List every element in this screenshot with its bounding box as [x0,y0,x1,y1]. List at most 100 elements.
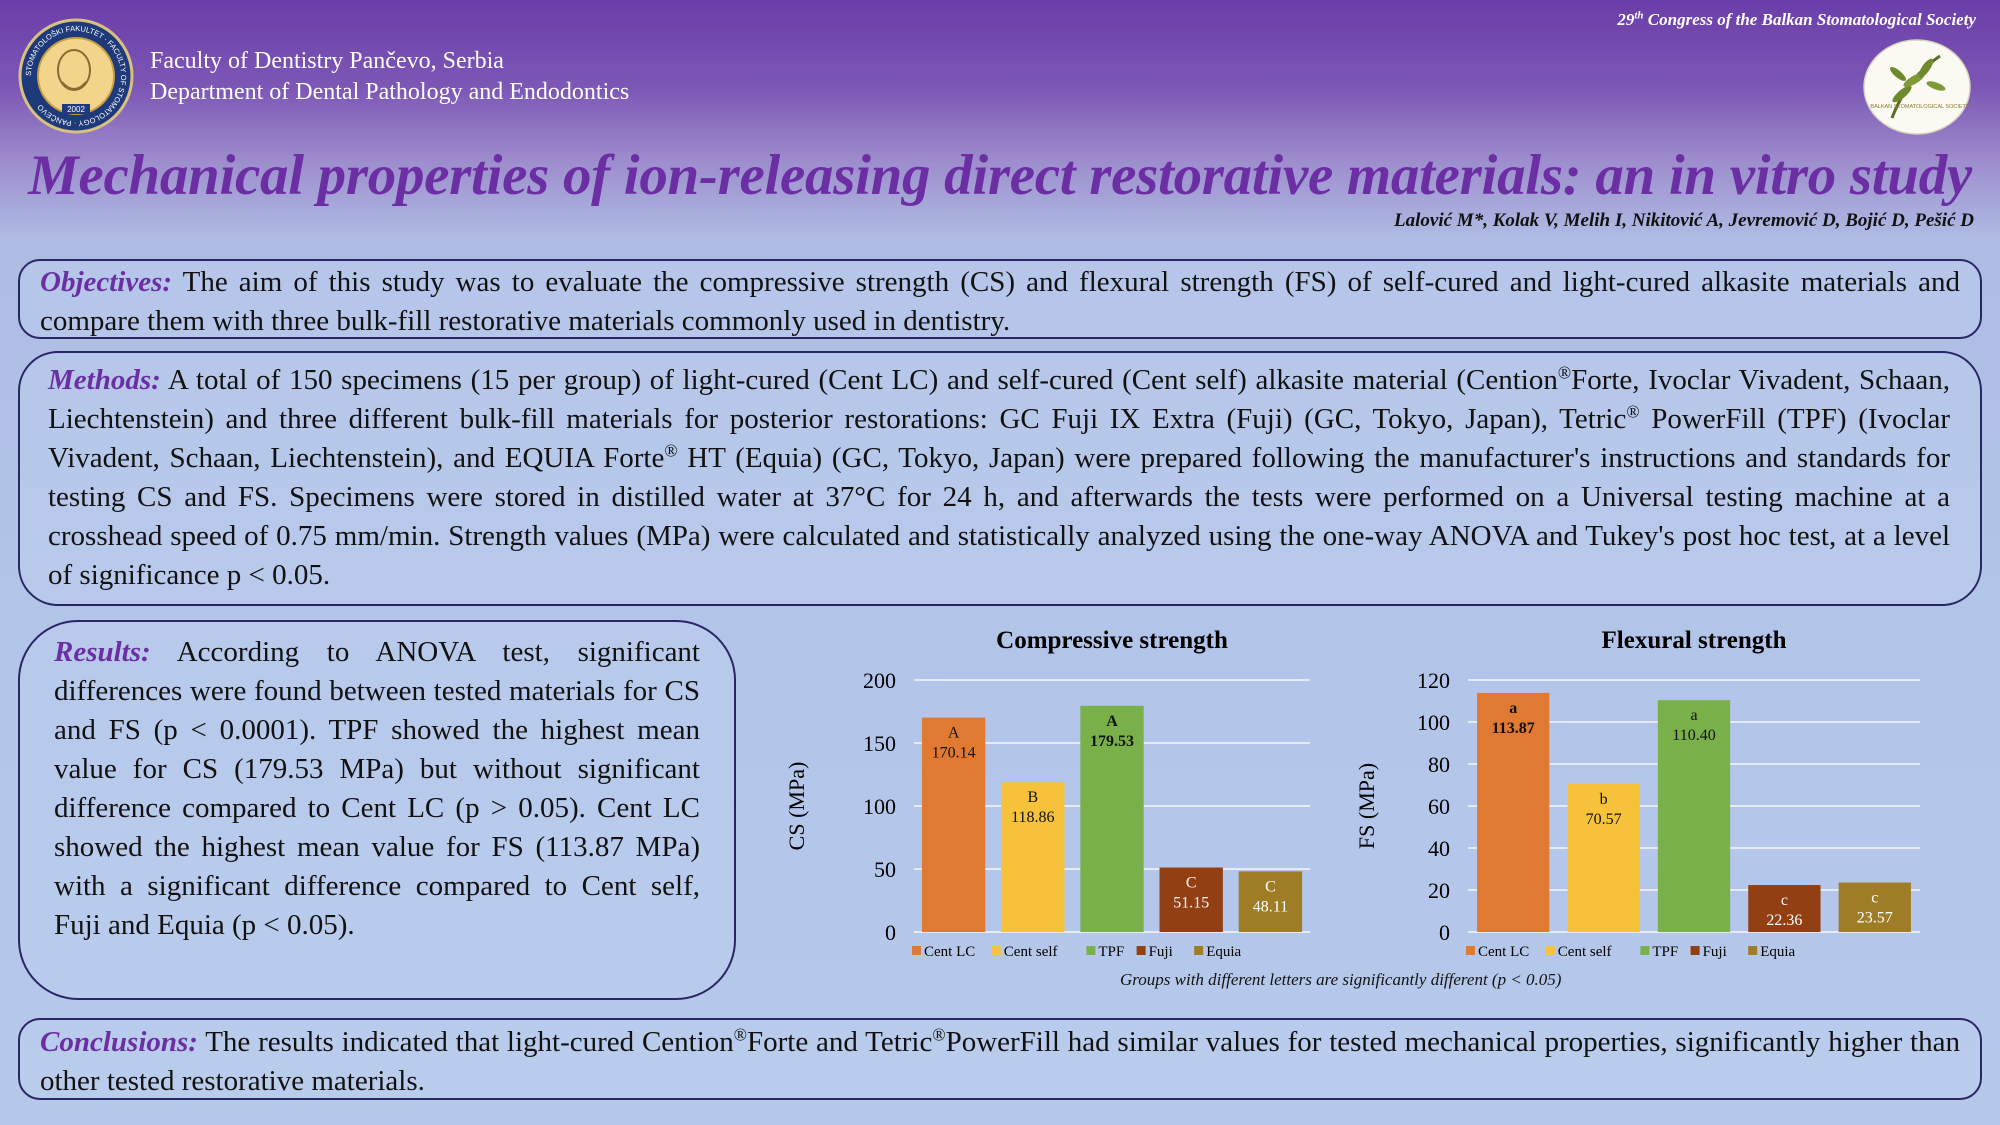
legend-swatch [912,946,921,955]
bar [1080,705,1144,932]
methods-text-3: PowerFill (TPF) (Ivoclar Vivadent, Schaa… [48,403,1950,474]
data-label: 23.57 [1857,910,1893,927]
bar [921,717,986,932]
faculty-logo: STOMATOLOŠKI FAKULTET · FACULTY OF STOMA… [18,18,134,134]
methods-label: Methods: [48,364,161,396]
data-label: 118.86 [1011,809,1054,826]
legend-swatch [1748,946,1758,955]
y-tick-label: 80 [1428,752,1450,777]
chart-footnote: Groups with different letters are signif… [1120,970,1562,989]
y-tick-label: 50 [874,857,896,882]
bar [1567,783,1640,932]
significance-letter: A [948,725,960,742]
bar [1748,885,1821,932]
bar [1657,700,1731,932]
congress-name: 29th Congress of the Balkan Stomatologic… [1617,10,1976,30]
significance-letter: c [1781,892,1788,909]
data-label: 170.14 [932,745,976,762]
congress-ordinal: 29 [1617,10,1635,29]
data-label: 22.36 [1766,912,1802,929]
legend-swatch [1466,946,1475,955]
registered-mark: ® [664,440,678,461]
y-tick-label: 20 [1428,878,1450,903]
department-name: Department of Dental Pathology and Endod… [150,79,630,105]
legend-swatch [991,946,1001,955]
chart-svg: Flexural strength 0 20 40 60 80 100 120 FS (MPa)… [1354,627,1920,960]
legend-swatch [1194,946,1204,955]
y-tick-label: 0 [1439,920,1450,945]
y-tick-label: 0 [885,920,896,945]
chart-title: Flexural strength [1602,627,1787,654]
significance-letter: C [1265,878,1276,895]
methods-text-2: Forte, Ivoclar Vivadent, Schaan, Liechte… [48,364,1951,435]
congress-text: Congress of the Balkan Stomatological So… [1643,10,1976,29]
bar [1001,782,1065,932]
y-axis-label: FS (MPa) [1354,763,1379,849]
compressive-strength-chart: Compressive strength 0 50 100 150 200 CS (MPa)… [780,620,1320,1005]
results-paragraph: Results: According to ANOVA test, signif… [54,633,700,945]
results-text: According to ANOVA test, significant dif… [54,636,700,941]
legend-label: Cent LC [924,944,975,960]
y-tick-label: 100 [863,794,896,819]
conclusions-label: Conclusions: [40,1026,198,1058]
y-tick-label: 40 [1428,836,1450,861]
data-label: 48.11 [1253,898,1288,915]
legend-label: Cent LC [1478,944,1529,960]
legend-swatch [1545,946,1555,955]
faculty-block: Faculty of Dentistry Pančevo, Serbia Dep… [150,46,629,108]
conclusions-text-2: Forte and Tetric [747,1026,933,1058]
legend-label: Fuji [1149,944,1173,960]
data-label: 110.40 [1672,727,1715,744]
legend-label: TPF [1652,944,1678,960]
legend-label: TPF [1098,944,1124,960]
data-label: 70.57 [1586,811,1622,828]
objectives-label: Objectives: [40,266,173,298]
y-tick-label: 100 [1417,710,1450,735]
faculty-name: Faculty of Dentistry Pančevo, Serbia [150,48,504,74]
conclusions-paragraph: Conclusions: The results indicated that … [40,1023,1960,1101]
results-label: Results: [54,636,151,668]
objectives-box: Objectives: The aim of this study was to… [18,259,1982,339]
conclusions-box: Conclusions: The results indicated that … [18,1018,1982,1100]
registered-mark: ® [932,1024,946,1045]
legend-label: Equia [1206,944,1241,960]
registered-mark: ® [1626,401,1640,422]
logo-left-year: 2002 [67,105,85,114]
bar [1238,871,1303,932]
objectives-paragraph: Objectives: The aim of this study was to… [40,263,1960,341]
legend-swatch [1640,946,1650,955]
y-tick-label: 60 [1428,794,1450,819]
legend-label: Cent self [1004,944,1058,960]
registered-mark: ® [733,1024,747,1045]
significance-letter: b [1600,791,1608,808]
y-tick-label: 200 [863,668,896,693]
society-logo: BALKAN STOMATOLOGICAL SOCIETY [1862,38,1972,136]
significance-letter: A [1106,713,1118,730]
results-box: Results: According to ANOVA test, signif… [18,620,736,1000]
bar [1477,692,1550,932]
legend-swatch [1086,946,1096,955]
significance-letter: a [1690,707,1697,724]
chart-svg: Compressive strength 0 50 100 150 200 CS (MPa)… [784,627,1310,960]
data-label: 51.15 [1173,895,1209,912]
significance-letter: a [1509,700,1517,717]
conclusions-text-3: PowerFill had similar values for tested … [40,1026,1960,1097]
methods-box: Methods: A total of 150 specimens (15 pe… [18,351,1982,606]
chart-title: Compressive strength [996,627,1228,654]
bar [1159,867,1223,932]
y-axis-label: CS (MPa) [784,762,809,851]
legend-swatch [1690,946,1700,955]
objectives-text: The aim of this study was to evaluate th… [40,266,1960,337]
registered-mark: ® [1557,362,1572,383]
bar [1838,882,1911,932]
methods-text-4: HT (Equia) (GC, Tokyo, Japan) were prepa… [48,442,1950,591]
poster-title: Mechanical properties of ion-releasing d… [28,144,1972,207]
legend-label: Cent self [1558,944,1612,960]
conclusions-text-1: The results indicated that light-cured C… [197,1026,734,1058]
flexural-strength-chart: Flexural strength 0 20 40 60 80 100 120 FS (MPa)… [1350,620,1930,1005]
legend-label: Equia [1760,944,1795,960]
legend-label: Fuji [1703,944,1727,960]
data-label: 113.87 [1492,720,1535,737]
legend-swatch [1136,946,1146,955]
congress-ordinal-suffix: th [1634,9,1644,22]
